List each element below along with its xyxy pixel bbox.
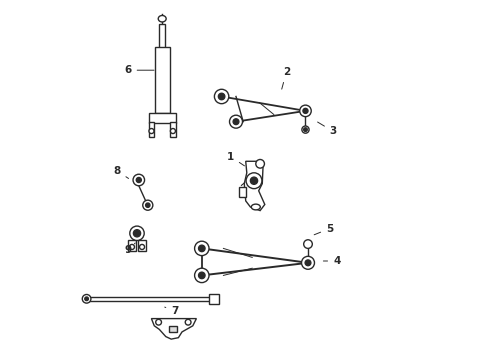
Circle shape: [85, 297, 88, 301]
Text: 7: 7: [165, 306, 178, 316]
Circle shape: [82, 294, 91, 303]
Circle shape: [198, 272, 205, 279]
Circle shape: [195, 241, 209, 256]
Text: 2: 2: [282, 67, 290, 89]
Text: 3: 3: [318, 122, 337, 136]
Circle shape: [256, 159, 265, 168]
Circle shape: [300, 105, 311, 117]
Circle shape: [129, 244, 134, 249]
Bar: [148, 122, 154, 137]
Circle shape: [149, 129, 154, 134]
Circle shape: [304, 240, 312, 248]
Circle shape: [146, 203, 150, 207]
Ellipse shape: [158, 15, 166, 22]
Text: 5: 5: [314, 224, 333, 235]
Circle shape: [160, 17, 164, 21]
Text: 8: 8: [114, 166, 128, 179]
Circle shape: [233, 119, 239, 125]
Circle shape: [304, 128, 307, 131]
Text: 1: 1: [227, 152, 245, 166]
Circle shape: [195, 268, 209, 283]
Circle shape: [143, 200, 153, 210]
Circle shape: [198, 245, 205, 252]
Bar: [170, 122, 176, 137]
Circle shape: [133, 230, 141, 237]
Circle shape: [156, 319, 162, 325]
Bar: [169, 326, 177, 332]
Bar: [87, 297, 216, 301]
Circle shape: [215, 89, 229, 104]
Circle shape: [229, 115, 243, 128]
Circle shape: [250, 177, 258, 184]
Circle shape: [185, 319, 191, 325]
Circle shape: [301, 256, 315, 269]
Bar: [239, 187, 245, 197]
Bar: [159, 24, 166, 48]
Circle shape: [136, 177, 141, 183]
Text: 6: 6: [124, 65, 154, 75]
Bar: [128, 240, 136, 251]
Bar: [139, 240, 146, 251]
Circle shape: [305, 260, 311, 266]
Circle shape: [140, 244, 145, 249]
Circle shape: [302, 126, 309, 133]
Text: 9: 9: [124, 243, 135, 255]
Circle shape: [133, 174, 145, 186]
Circle shape: [303, 108, 308, 113]
Bar: [155, 47, 170, 113]
Circle shape: [130, 226, 144, 240]
Text: 4: 4: [323, 256, 341, 266]
Circle shape: [171, 129, 175, 134]
Polygon shape: [151, 319, 196, 339]
Circle shape: [219, 93, 225, 100]
Polygon shape: [245, 161, 265, 211]
Circle shape: [246, 173, 262, 189]
Bar: [148, 113, 176, 123]
Ellipse shape: [251, 204, 260, 210]
Polygon shape: [209, 294, 219, 304]
